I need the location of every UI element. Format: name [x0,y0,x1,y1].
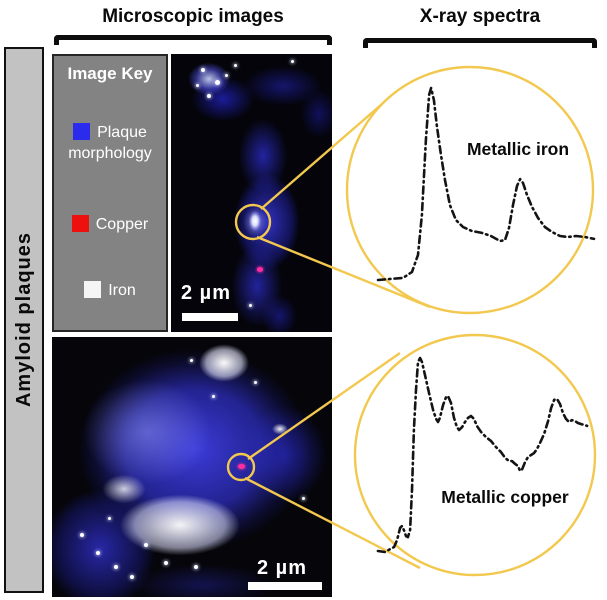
microscopic-images-header: Microscopic images [102,6,284,27]
key-item-iron: Iron [54,280,166,301]
iron-color-swatch [84,281,102,298]
copper-callout-line-lower [244,476,421,570]
microscopic-images-bracket [54,35,332,45]
copper-spectrum-label: Metallic copper [441,487,569,507]
iron-speck [96,551,100,555]
iron-speck [201,68,205,72]
iron-speck [196,84,199,87]
iron-spectrum-label: Metallic iron [466,139,570,159]
copper-roi-circle [226,452,256,482]
row-label-amyloid-plaques: Amyloid plaques [4,47,44,593]
iron-speck [291,60,294,63]
copper-spot [257,267,263,272]
plaque-label: Plaque morphology [68,124,152,162]
iron-callout-line-lower [256,235,431,309]
iron-speck [108,517,111,520]
iron-spectrum-curve [376,86,596,282]
iron-speck [164,561,168,565]
image-key-title: Image Key [67,64,153,83]
xray-spectra-bracket [363,38,597,48]
plaque-color-swatch [73,123,91,140]
key-item-copper: Copper [54,214,166,235]
iron-speck [234,64,237,67]
micrograph-plaque-copper: 2 µm [52,337,332,597]
iron-speck [212,395,215,398]
iron-label: Iron [108,282,136,299]
iron-speck [207,94,211,98]
iron-speck [215,80,220,85]
iron-roi-circle [234,203,272,241]
scale-bar-label: 2 µm [181,282,231,304]
iron-speck [130,575,134,579]
scale-bar [248,582,322,590]
scale-bar-label: 2 µm [257,557,307,579]
iron-callout-line-upper [260,103,383,210]
key-item-plaque-morphology: Plaque morphology [54,122,166,164]
copper-color-swatch [71,215,89,232]
iron-speck [225,74,228,77]
iron-speck [190,359,193,362]
iron-speck [302,497,305,500]
xray-spectra-header: X-ray spectra [419,6,541,27]
iron-speck [114,565,118,569]
micrograph-plaque-iron: 2 µm [171,54,332,332]
copper-label: Copper [95,216,149,233]
copper-callout-line-upper [247,352,401,460]
image-key-panel: Image Key Plaque morphology Copper Iron [52,54,168,332]
copper-inset-circle [353,333,597,577]
iron-speck [249,304,252,307]
copper-spectrum-curve [376,356,589,554]
copper-spot [238,464,245,469]
iron-speck [194,565,198,569]
scale-bar [182,313,238,321]
iron-speck [254,381,257,384]
iron-inset-circle [345,65,595,315]
iron-speck [80,533,84,537]
iron-speck [144,543,148,547]
